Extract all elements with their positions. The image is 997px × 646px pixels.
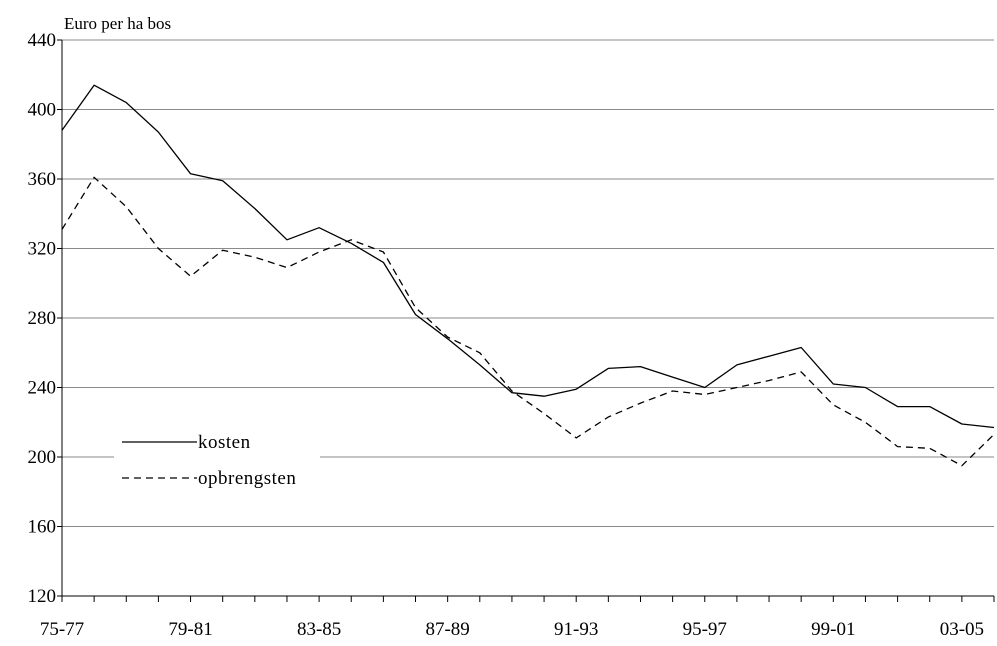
data-point-opbrengsten [156, 247, 160, 251]
data-point-kosten [671, 375, 675, 379]
data-point-kosten [414, 313, 418, 317]
data-point-opbrengsten [574, 436, 578, 440]
data-point-kosten [124, 101, 128, 105]
data-point-kosten [574, 387, 578, 391]
data-point-opbrengsten [928, 446, 932, 450]
y-tick-label: 160 [28, 517, 57, 538]
data-point-opbrengsten [285, 266, 289, 270]
data-point-kosten [799, 346, 803, 350]
data-point-opbrengsten [735, 386, 739, 390]
data-point-kosten [156, 130, 160, 134]
y-tick-label: 240 [28, 378, 57, 399]
data-point-kosten [478, 363, 482, 367]
data-point-opbrengsten [703, 392, 707, 396]
data-point-opbrengsten [896, 445, 900, 449]
data-point-opbrengsten [221, 248, 225, 252]
y-tick-label: 360 [28, 169, 57, 190]
y-tick-label: 200 [28, 447, 57, 468]
y-tick-label: 120 [28, 586, 57, 607]
data-point-kosten [960, 422, 964, 426]
data-point-kosten [735, 363, 739, 367]
data-point-opbrengsten [478, 351, 482, 355]
x-tick-label: 83-85 [297, 619, 341, 640]
data-point-kosten [381, 260, 385, 264]
data-point-opbrengsten [349, 238, 353, 242]
data-point-kosten [606, 366, 610, 370]
x-tick-label: 99-01 [811, 619, 855, 640]
x-tick-label: 91-93 [554, 619, 598, 640]
data-point-opbrengsten [831, 403, 835, 407]
data-point-opbrengsten [414, 306, 418, 310]
x-tick-label: 79-81 [168, 619, 212, 640]
y-tick-label: 320 [28, 239, 57, 260]
data-point-kosten [638, 365, 642, 369]
data-point-opbrengsten [799, 370, 803, 374]
data-point-opbrengsten [124, 205, 128, 209]
data-point-kosten [928, 405, 932, 409]
y-tick-label: 440 [28, 30, 57, 51]
y-tick-label: 280 [28, 308, 57, 329]
x-tick-label: 87-89 [425, 619, 469, 640]
legend-label-opbrengsten: opbrengsten [198, 468, 296, 489]
data-point-opbrengsten [92, 175, 96, 179]
x-tick-label: 75-77 [40, 619, 84, 640]
data-point-kosten [703, 386, 707, 390]
axes: 120 160 200 240 280 320 360 400 440 75-77 79-81 83-… [28, 30, 995, 640]
data-point-opbrengsten [992, 432, 996, 436]
data-point-opbrengsten [446, 335, 450, 339]
data-point-kosten [189, 172, 193, 176]
legend-label-kosten: kosten [198, 432, 251, 453]
data-point-kosten [60, 128, 64, 132]
data-point-kosten [285, 238, 289, 242]
data-point-kosten [992, 425, 996, 429]
legend: kosten opbrengsten [114, 422, 320, 498]
data-point-kosten [831, 382, 835, 386]
y-axis-label: Euro per ha bos [64, 14, 171, 33]
data-point-kosten [253, 207, 257, 211]
legend-background [114, 422, 320, 498]
data-point-opbrengsten [638, 401, 642, 405]
y-tick-label: 400 [28, 100, 57, 121]
data-point-kosten [92, 83, 96, 87]
data-point-opbrengsten [253, 255, 257, 259]
data-point-opbrengsten [606, 415, 610, 419]
data-point-kosten [896, 405, 900, 409]
x-tick-label: 03-05 [940, 619, 984, 640]
data-point-opbrengsten [767, 379, 771, 383]
data-point-kosten [767, 354, 771, 358]
series-lines [60, 83, 996, 468]
data-point-kosten [349, 241, 353, 245]
data-point-opbrengsten [60, 227, 64, 231]
data-point-kosten [542, 394, 546, 398]
data-point-opbrengsten [960, 464, 964, 468]
data-point-opbrengsten [317, 250, 321, 254]
data-point-opbrengsten [542, 412, 546, 416]
data-point-opbrengsten [189, 274, 193, 278]
data-point-opbrengsten [671, 389, 675, 393]
data-point-kosten [221, 179, 225, 183]
data-point-opbrengsten [381, 250, 385, 254]
data-point-opbrengsten [863, 420, 867, 424]
x-tick-label: 95-97 [683, 619, 727, 640]
data-point-opbrengsten [510, 389, 514, 393]
series-line-kosten [61, 84, 995, 429]
data-point-kosten [317, 226, 321, 230]
series-line-opbrengsten [61, 176, 995, 467]
data-point-kosten [863, 386, 867, 390]
